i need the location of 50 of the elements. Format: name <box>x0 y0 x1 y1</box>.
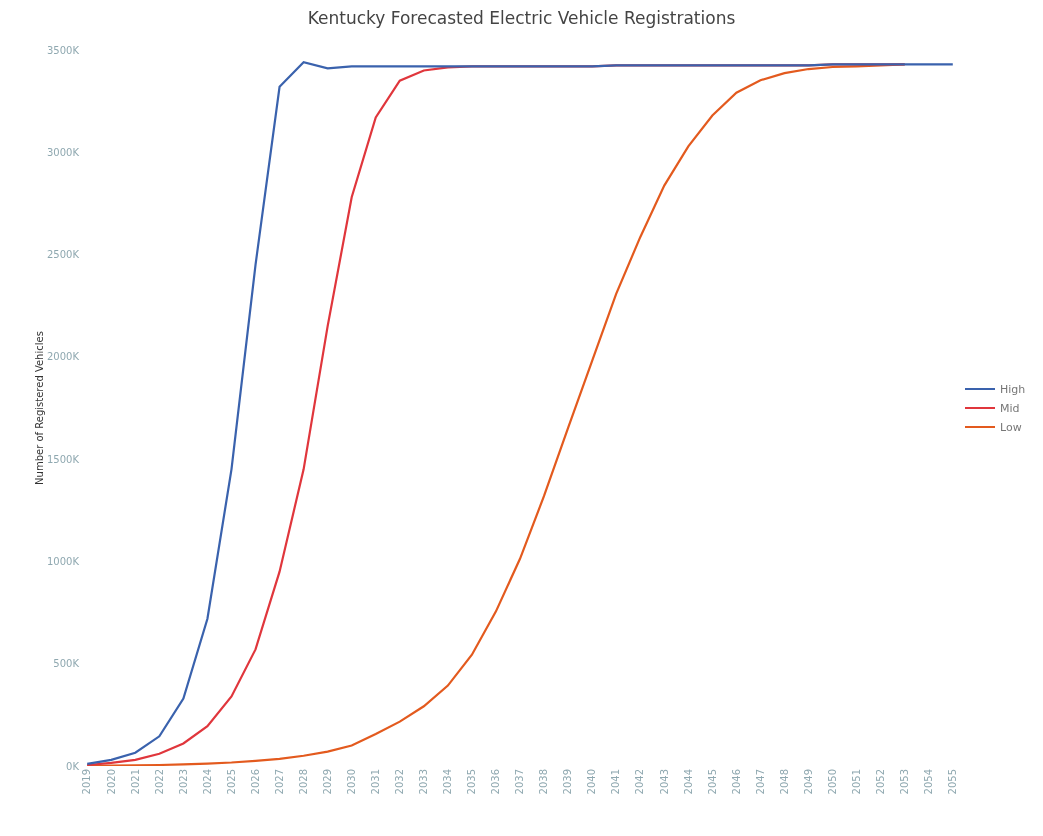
y-axis-title: Number of Registered Vehicles <box>33 331 45 485</box>
x-tick-label: 2028 <box>297 769 309 795</box>
x-tick-label: 2020 <box>105 769 117 795</box>
x-tick-label: 2029 <box>321 769 333 795</box>
x-tick-label: 2045 <box>706 769 718 795</box>
x-tick-label: 2051 <box>850 769 862 795</box>
y-tick-label: 3000K <box>46 146 80 158</box>
x-tick-label: 2023 <box>177 769 189 795</box>
x-tick-label: 2054 <box>922 769 934 795</box>
x-tick-label: 2047 <box>754 769 766 795</box>
x-tick-label: 2031 <box>369 769 381 795</box>
x-tick-label: 2048 <box>778 769 790 795</box>
x-tick-label: 2036 <box>490 769 502 795</box>
y-tick-label: 500K <box>53 658 80 670</box>
legend-label: High <box>1000 383 1026 397</box>
y-tick-label: 1500K <box>46 453 80 465</box>
x-tick-label: 2037 <box>514 769 526 795</box>
x-tick-label: 2024 <box>201 769 213 795</box>
x-tick-label: 2033 <box>418 769 430 795</box>
x-tick-label: 2043 <box>658 769 670 795</box>
x-tick-label: 2035 <box>466 769 478 795</box>
x-tick-label: 2032 <box>394 769 406 795</box>
x-tick-label: 2027 <box>273 769 285 795</box>
y-tick-label: 2500K <box>46 249 80 261</box>
x-tick-label: 2040 <box>586 769 598 795</box>
x-tick-label: 2053 <box>898 769 910 795</box>
x-tick-label: 2038 <box>538 769 550 795</box>
x-tick-label: 2030 <box>345 769 357 795</box>
x-tick-label: 2022 <box>153 769 165 795</box>
y-tick-label: 1000K <box>46 555 80 567</box>
legend-label: Low <box>1000 421 1022 435</box>
x-tick-label: 2034 <box>442 769 454 795</box>
chart-title: Kentucky Forecasted Electric Vehicle Registrations <box>307 8 736 29</box>
y-tick-label: 3500K <box>46 44 80 56</box>
y-tick-label: 2000K <box>46 351 80 363</box>
x-tick-label: 2050 <box>826 769 838 795</box>
x-tick-label: 2026 <box>249 769 261 795</box>
x-tick-label: 2049 <box>802 769 814 795</box>
x-tick-label: 2041 <box>610 769 622 795</box>
x-tick-label: 2044 <box>682 769 694 795</box>
x-tick-label: 2039 <box>562 769 574 795</box>
x-tick-label: 2046 <box>730 769 742 795</box>
x-tick-label: 2055 <box>947 769 959 795</box>
x-tick-label: 2052 <box>874 769 886 795</box>
x-tick-label: 2042 <box>634 769 646 795</box>
x-tick-label: 2019 <box>81 769 93 795</box>
y-tick-label: 0K <box>66 760 80 772</box>
x-tick-label: 2025 <box>225 769 237 795</box>
x-tick-label: 2021 <box>129 769 141 795</box>
legend-label: Mid <box>1000 402 1020 416</box>
